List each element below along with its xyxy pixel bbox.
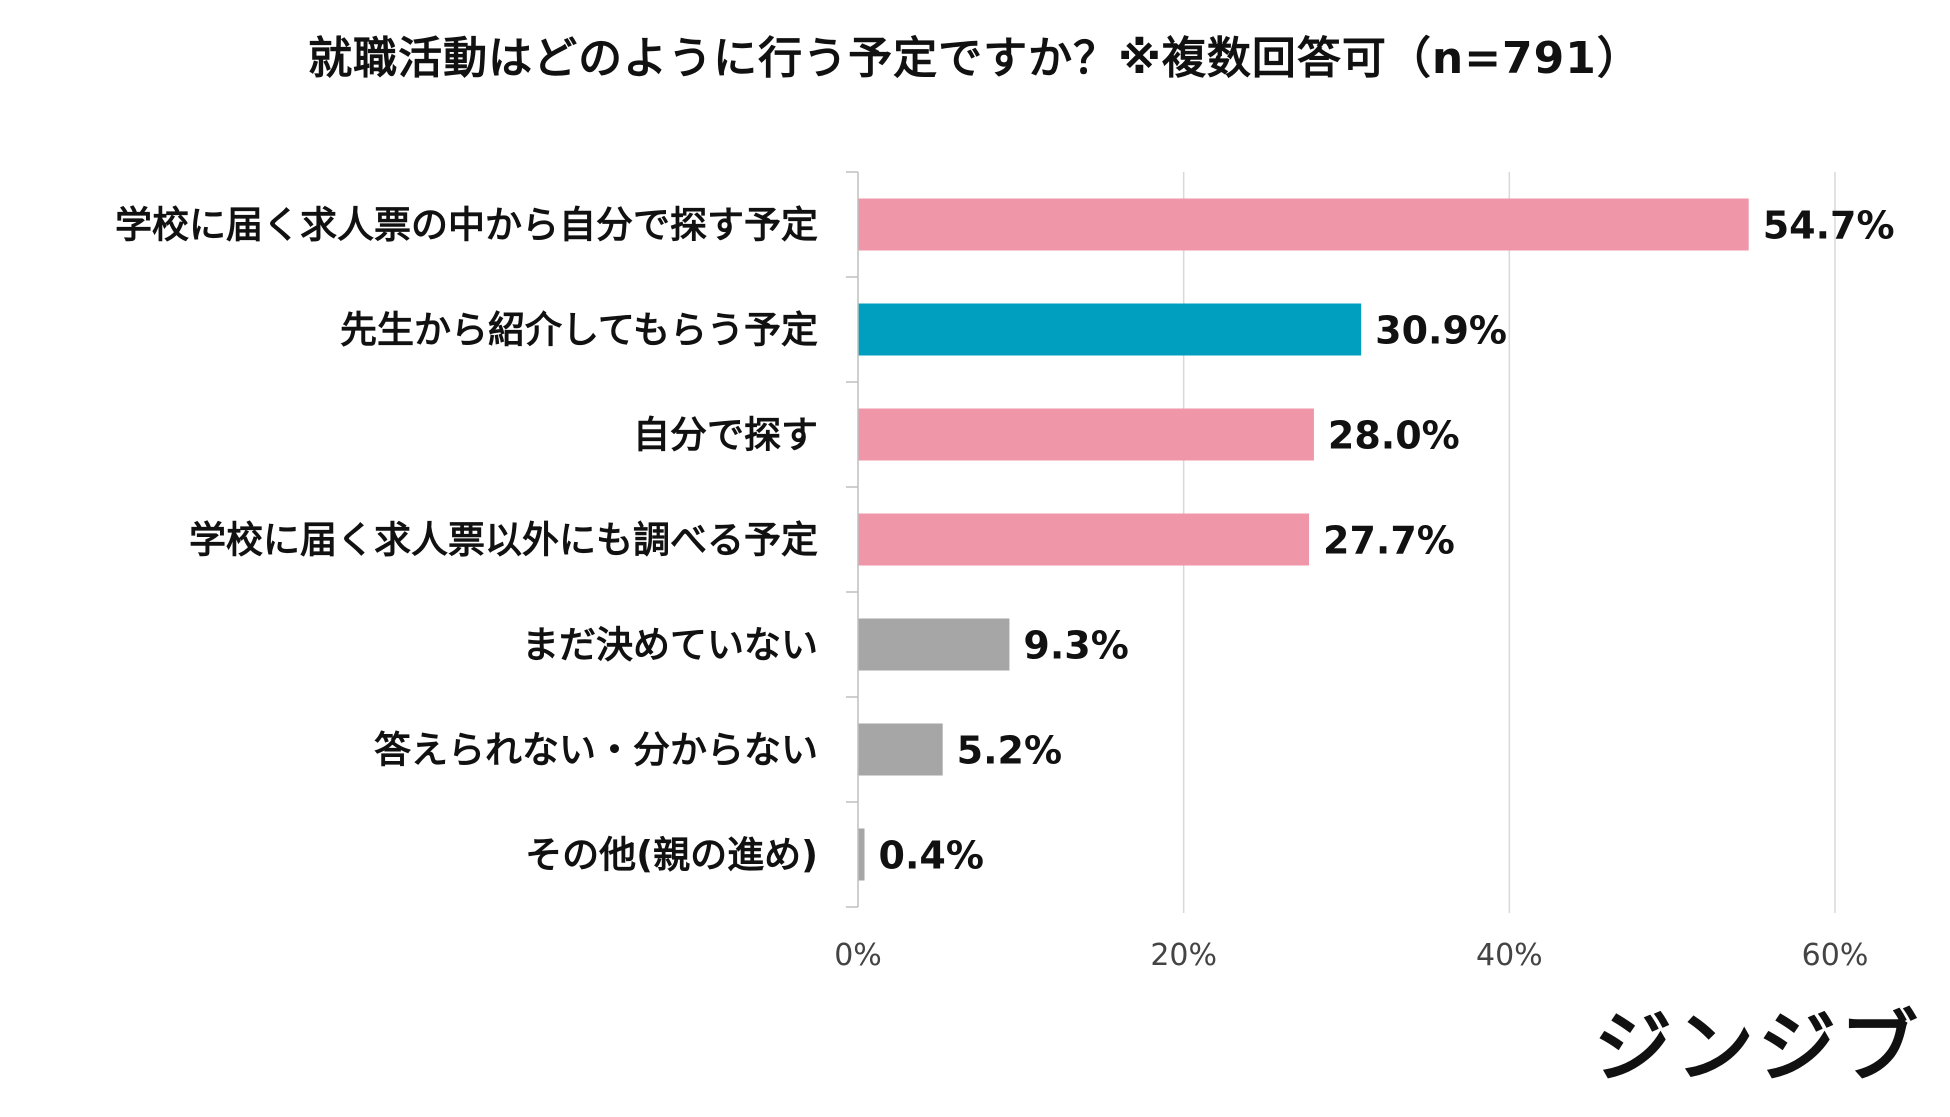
category-label: その他(親の進め) <box>525 834 818 877</box>
x-tick-label: 0% <box>834 938 882 973</box>
value-label: 30.9% <box>1375 309 1507 353</box>
value-label: 0.4% <box>879 834 984 878</box>
bars-layer <box>858 198 1749 881</box>
bar <box>858 828 865 881</box>
chart-title: 就職活動はどのように行う予定ですか？※複数回答可（n=791） <box>308 33 1642 84</box>
bar <box>858 198 1749 251</box>
category-label: 自分で探す <box>633 414 818 457</box>
x-tick-label: 60% <box>1802 938 1869 973</box>
bar <box>858 618 1010 671</box>
bar <box>858 303 1362 356</box>
value-label: 54.7% <box>1763 204 1895 248</box>
category-label: 答えられない・分からない <box>374 729 818 772</box>
value-label: 5.2% <box>957 729 1062 773</box>
category-label: 先生から紹介してもらう予定 <box>340 309 818 352</box>
value-label: 9.3% <box>1023 624 1128 668</box>
x-tick-label: 20% <box>1150 938 1217 973</box>
axis-layer: 0% 20% 40% 60% <box>834 171 1869 973</box>
value-label: 28.0% <box>1328 414 1460 458</box>
bar <box>858 723 943 776</box>
value-label: 27.7% <box>1323 519 1455 563</box>
category-label: まだ決めていない <box>522 624 818 667</box>
x-tick-label: 40% <box>1476 938 1543 973</box>
labels-layer: 学校に届く求人票の中から自分で探す予定 54.7% 先生から紹介してもらう予定 30.… <box>115 204 1895 878</box>
brand-logo: ジンジブ <box>1593 1003 1922 1093</box>
bar <box>858 408 1314 461</box>
bar <box>858 513 1310 566</box>
category-label: 学校に届く求人票の中から自分で探す予定 <box>115 204 818 247</box>
category-label: 学校に届く求人票以外にも調べる予定 <box>189 519 818 562</box>
